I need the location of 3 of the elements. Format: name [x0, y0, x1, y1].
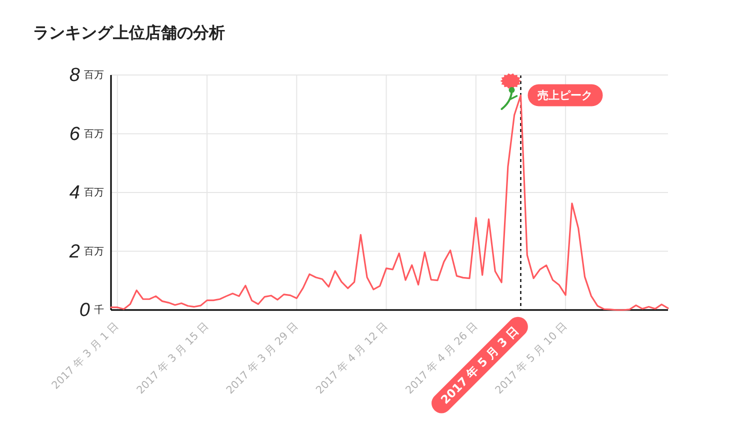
annotation: 売上ピーク [538, 88, 593, 102]
annotation: 売上ピーク [528, 84, 603, 106]
title: ランキング上位店舗の分析 [33, 23, 225, 42]
